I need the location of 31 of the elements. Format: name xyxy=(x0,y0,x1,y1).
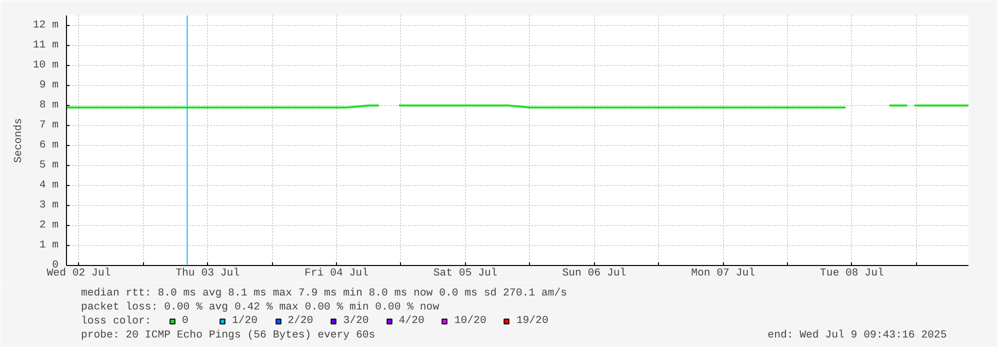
x-tick-label: Sun 06 Jul xyxy=(562,268,626,280)
legend-label: 10/20 xyxy=(454,315,486,327)
legend-title: loss color: xyxy=(80,316,152,328)
x-tick-label: Sat 05 Jul xyxy=(433,268,498,280)
y-tick-label: 6 m xyxy=(39,140,59,152)
legend-label: 19/20 xyxy=(516,315,548,327)
x-tick-label: Tue 08 Jul xyxy=(820,268,884,280)
legend-label: 1/20 xyxy=(232,315,258,327)
text: end: Wed Jul 9 09:43:16 2025 xyxy=(768,330,947,342)
y-tick-label: 10 m xyxy=(32,60,59,72)
y-axis-title: Seconds xyxy=(12,118,25,163)
x-tick-label: Mon 07 Jul xyxy=(691,268,756,280)
y-tick-label: 9 m xyxy=(39,80,59,92)
x-tick-label: Thu 03 Jul xyxy=(176,268,240,280)
y-tick-label: 12 m xyxy=(32,20,59,32)
legend-label: 4/20 xyxy=(398,315,424,327)
y-tick-label: 11 m xyxy=(32,40,59,52)
legend-label: 2/20 xyxy=(288,315,314,327)
legend-label: 3/20 xyxy=(343,315,369,327)
text: probe: 20 ICMP Echo Pings (56 Bytes) every 60s xyxy=(80,330,376,342)
y-tick-label: 4 m xyxy=(39,180,59,192)
x-tick-label: Fri 04 Jul xyxy=(304,268,368,280)
text: median rtt: 8.0 ms avg 8.1 ms max 7.9 ms min 8.0 ms now 0.0 ms sd 270.1 am/s xyxy=(80,288,567,300)
y-tick-label: 7 m xyxy=(39,120,59,132)
text: packet loss: 0.00 % avg 0.42 % max 0.00 % min 0.00 % now xyxy=(80,302,440,314)
y-tick-label: 8 m xyxy=(39,100,59,112)
y-tick-label: 5 m xyxy=(39,160,59,172)
legend-label: 0 xyxy=(182,315,190,327)
y-tick-label: 3 m xyxy=(39,200,59,212)
y-tick-label: 1 m xyxy=(39,240,59,252)
y-tick-label: 2 m xyxy=(39,220,59,232)
